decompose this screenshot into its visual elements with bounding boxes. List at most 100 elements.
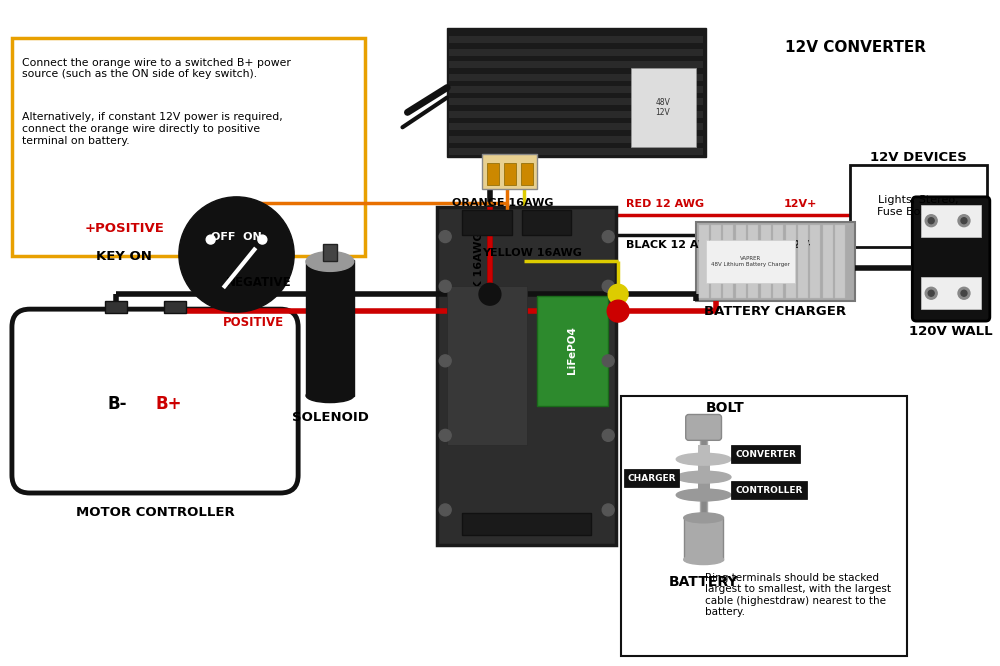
Bar (621, 396, 907, 656)
Text: 120V WALL: 120V WALL (909, 324, 993, 338)
Bar (449, 37, 703, 43)
Circle shape (607, 300, 629, 322)
Text: Alternatively, if constant 12V power is required,
connect the orange wire direct: Alternatively, if constant 12V power is … (22, 113, 283, 146)
Bar (522, 210, 571, 234)
Text: Lights, Stereo,
Fuse Box Input: Lights, Stereo, Fuse Box Input (877, 195, 959, 216)
Bar (850, 165, 987, 246)
Text: CONVERTER: CONVERTER (735, 450, 796, 459)
Text: LiFePO4: LiFePO4 (567, 326, 577, 374)
Bar (798, 224, 808, 298)
Ellipse shape (676, 454, 731, 465)
Text: BLACK 16AWG: BLACK 16AWG (474, 232, 484, 321)
Bar (537, 296, 608, 406)
Text: SOLENOID: SOLENOID (292, 411, 368, 424)
Bar (723, 224, 733, 298)
Bar (711, 224, 721, 298)
Bar (449, 49, 703, 56)
Bar (447, 286, 527, 446)
Ellipse shape (684, 513, 723, 523)
Text: 12V CONVERTER: 12V CONVERTER (785, 40, 926, 55)
Circle shape (602, 280, 614, 292)
Circle shape (602, 230, 614, 242)
Circle shape (958, 214, 970, 226)
Circle shape (479, 283, 501, 305)
Bar (323, 244, 337, 262)
Bar (624, 469, 679, 487)
Circle shape (439, 355, 451, 367)
Bar (731, 481, 807, 499)
Bar (449, 148, 703, 155)
Circle shape (608, 284, 628, 304)
Circle shape (258, 235, 267, 244)
Bar (449, 61, 703, 68)
Bar (699, 224, 709, 298)
Text: OFF  ON: OFF ON (211, 232, 262, 242)
Text: MOTOR CONTROLLER: MOTOR CONTROLLER (76, 506, 234, 519)
Bar (482, 154, 537, 189)
Bar (462, 210, 512, 234)
Ellipse shape (676, 471, 731, 483)
Bar (306, 260, 354, 396)
Text: BLACK 12 AWG: BLACK 12 AWG (626, 240, 719, 250)
Text: +POSITIVE: +POSITIVE (84, 222, 164, 235)
Circle shape (439, 430, 451, 442)
Bar (449, 74, 703, 81)
Bar (521, 163, 533, 185)
Bar (773, 224, 783, 298)
Circle shape (439, 504, 451, 516)
Circle shape (925, 287, 937, 299)
Circle shape (439, 280, 451, 292)
Circle shape (928, 290, 934, 296)
Bar (449, 123, 703, 131)
Text: BATTERY CHARGER: BATTERY CHARGER (704, 304, 846, 318)
Bar (823, 224, 833, 298)
Ellipse shape (306, 389, 354, 402)
Bar (447, 28, 706, 157)
Bar (921, 205, 981, 236)
Bar (698, 463, 710, 481)
Bar (504, 163, 516, 185)
Bar (696, 222, 855, 301)
Bar (698, 481, 710, 499)
Text: YELLOW 16AWG: YELLOW 16AWG (482, 248, 582, 258)
Circle shape (179, 197, 294, 312)
Bar (449, 111, 703, 118)
Bar (684, 518, 723, 559)
Bar (164, 301, 186, 313)
FancyBboxPatch shape (12, 309, 298, 493)
Text: B-: B- (108, 394, 127, 412)
FancyBboxPatch shape (686, 414, 721, 440)
Circle shape (958, 287, 970, 299)
Text: Ring terminals should be stacked
largest to smallest, with the largest
cable (hi: Ring terminals should be stacked largest… (705, 573, 891, 617)
Text: KEY ON: KEY ON (96, 250, 152, 263)
Circle shape (961, 290, 967, 296)
Circle shape (602, 504, 614, 516)
Text: POSITIVE: POSITIVE (223, 316, 284, 328)
Text: NEGATIVE: NEGATIVE (226, 276, 291, 289)
Ellipse shape (676, 489, 731, 501)
Bar (631, 68, 696, 147)
Text: B+: B+ (156, 394, 182, 412)
Circle shape (928, 218, 934, 224)
Ellipse shape (684, 555, 723, 565)
Circle shape (602, 430, 614, 442)
Circle shape (206, 235, 215, 244)
Ellipse shape (306, 252, 354, 271)
Text: VAPRER
48V Lithium Battery Charger: VAPRER 48V Lithium Battery Charger (711, 256, 790, 267)
Text: 12V+: 12V+ (783, 199, 817, 209)
Circle shape (602, 355, 614, 367)
Text: Connect the orange wire to a switched B+ power
source (such as the ON side of ke: Connect the orange wire to a switched B+… (22, 58, 291, 79)
Bar (449, 136, 703, 143)
Bar (462, 513, 591, 535)
Bar (105, 301, 127, 313)
Bar (449, 86, 703, 93)
Text: ORANGE 16AWG: ORANGE 16AWG (452, 198, 554, 208)
Bar (761, 224, 771, 298)
Text: BOLT: BOLT (706, 400, 744, 414)
Text: BATTERY: BATTERY (669, 575, 738, 589)
Bar (698, 446, 710, 463)
Text: 12V DEVICES: 12V DEVICES (870, 151, 967, 164)
Bar (12, 38, 365, 256)
Bar (449, 99, 703, 105)
Circle shape (925, 214, 937, 226)
